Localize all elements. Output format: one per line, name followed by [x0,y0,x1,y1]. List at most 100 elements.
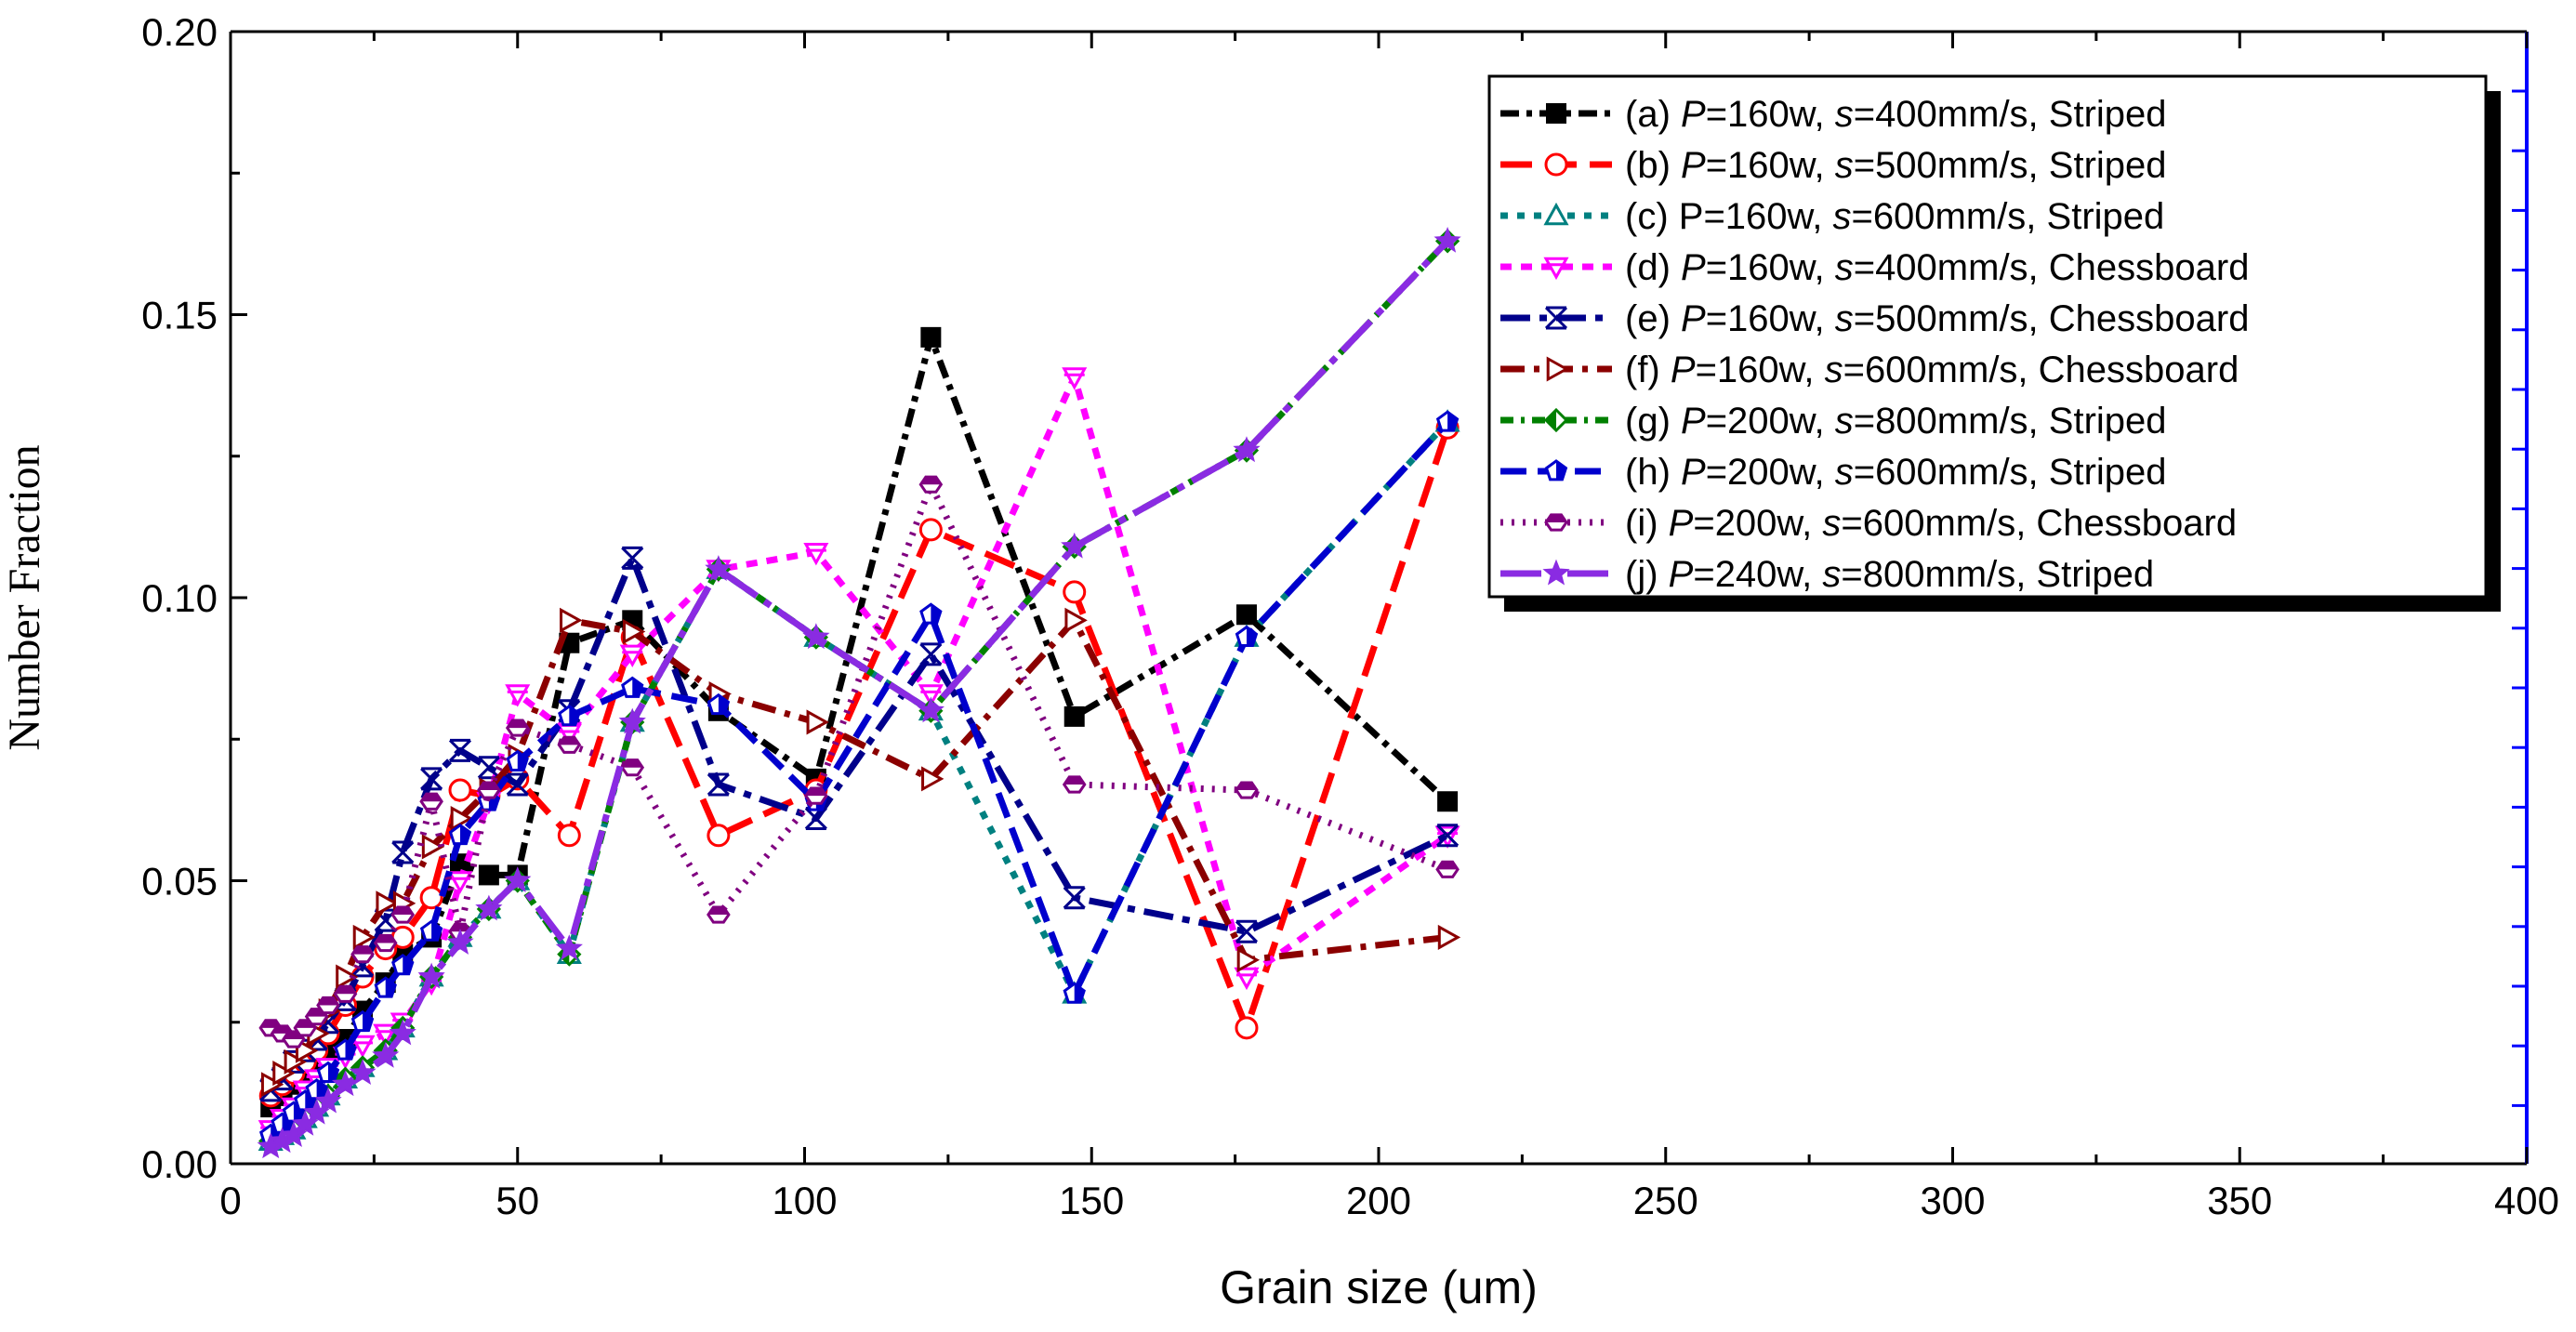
data-point [920,326,942,348]
legend-label-part: =600mm/s, Chessboard [1841,503,2237,544]
series-line [268,373,1450,1132]
legend-label-part: =160w, [1696,349,1825,390]
legend-entry-h: (h) P=200w, s=600mm/s, Striped [1500,452,2167,493]
marker-shape [505,684,531,707]
legend-entry-d: (d) P=160w, s=400mm/s, Chessboard [1500,247,2249,288]
x-tick-label: 50 [495,1179,539,1222]
legend-label-part: (c) P [1625,196,1703,237]
marker-shape [282,1114,293,1133]
data-point [1061,532,1089,559]
marker-shape [622,759,643,768]
legend-swatch-marker [1543,257,1569,281]
data-point [352,924,376,950]
data-point [1235,781,1259,799]
x-tick-label: 200 [1346,1179,1411,1222]
marker-shape [1447,412,1458,431]
legend-label-part: s [1835,145,1854,186]
marker-shape [1063,580,1087,604]
marker-shape [363,1011,373,1031]
legend-label-part: =200w, [1706,452,1835,493]
data-point [505,719,530,737]
marker-shape [1063,706,1085,727]
marker-shape [559,737,580,745]
data-point [391,953,415,976]
marker-shape [517,751,528,771]
legend-label-part: s [1822,554,1841,595]
legend-label-part: P [1681,94,1706,135]
data-point [1437,924,1461,950]
marker-shape [802,623,830,650]
legend-label-part: =240w, [1693,554,1822,595]
data-point [421,834,445,860]
legend-label-part: P [1669,503,1694,544]
marker-shape [450,924,470,932]
legend-label-part: (d) [1625,247,1681,288]
marker-shape [618,707,646,734]
data-point [506,772,529,797]
marker-shape [919,642,943,666]
legend-label-part: s [1835,94,1854,135]
data-point [707,905,731,924]
data-point [372,1041,400,1068]
legend-label-part: (e) [1625,298,1681,339]
data-point [350,1035,376,1059]
data-point [918,684,944,707]
data-point [420,767,443,791]
legend-label-part: =400mm/s, Striped [1854,94,2167,135]
y-tick-label: 0.00 [141,1142,218,1186]
data-point [295,1037,319,1063]
marker-shape [705,555,733,581]
data-point [417,962,445,989]
data-point [272,1061,296,1087]
legend-label-part: (i) [1625,503,1669,544]
legend-label-part: P [1681,298,1706,339]
data-point [705,555,733,581]
marker-shape [1246,626,1257,646]
marker-shape [460,824,470,844]
marker-shape [707,824,731,848]
marker-shape [1543,257,1569,281]
marker-shape [507,719,528,729]
marker-shape [1543,202,1569,226]
marker-shape [446,929,474,955]
legend-entry-j: (j) P=240w, s=800mm/s, Striped [1500,554,2154,595]
marker-shape [272,1061,296,1087]
x-tick-label: 150 [1059,1179,1124,1222]
marker-shape [345,1040,355,1060]
legend-label-part: s [1835,247,1854,288]
marker-shape [421,834,445,860]
data-point [1233,436,1261,463]
marker-shape [1063,886,1086,909]
legend-swatch-marker [1546,356,1570,382]
data-point [1063,706,1085,727]
x-axis-title: Grain size (um) [1220,1261,1538,1313]
marker-shape [506,772,529,797]
marker-shape [920,326,942,348]
legend-label-part: P [1671,349,1696,390]
legend-label: (i) P=200w, s=600mm/s, Chessboard [1625,503,2237,544]
marker-shape [619,644,645,667]
marker-shape [403,955,413,974]
legend-swatch-marker [1543,202,1569,226]
legend-label-part: =500mm/s, Chessboard [1854,298,2250,339]
legend-label-part: P [1681,145,1706,186]
data-point [803,542,829,566]
marker-shape [331,1070,360,1097]
marker-shape [1062,367,1088,390]
data-point [374,976,397,998]
legend-label-part: =800mm/s, Striped [1854,401,2167,442]
marker-shape [1235,604,1257,626]
legend-label-part: =200w, [1706,401,1835,442]
legend-swatch-marker [1542,559,1570,586]
legend-label-part: =160w, [1703,196,1832,237]
data-point [707,692,731,716]
y-tick-label: 0.20 [141,10,218,54]
data-point [334,1038,357,1061]
marker-shape [804,807,827,830]
legend-label-part: P [1681,401,1706,442]
legend-swatch-marker [1544,306,1568,330]
marker-shape [417,962,445,989]
data-point [558,705,581,727]
data-point [389,1019,416,1046]
legend: (a) P=160w, s=400mm/s, Striped(b) P=160w… [1487,74,2501,612]
